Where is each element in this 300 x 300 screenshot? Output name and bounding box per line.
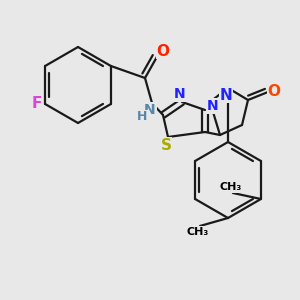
- Text: F: F: [32, 97, 42, 112]
- Text: O: O: [268, 85, 281, 100]
- Text: N: N: [144, 103, 156, 117]
- Text: CH₃: CH₃: [187, 227, 209, 237]
- Text: O: O: [157, 44, 169, 59]
- Text: CH₃: CH₃: [220, 182, 242, 192]
- Text: H: H: [137, 110, 147, 124]
- Text: N: N: [220, 88, 232, 103]
- Text: N: N: [174, 87, 186, 101]
- Text: S: S: [160, 137, 172, 152]
- Text: N: N: [207, 99, 219, 113]
